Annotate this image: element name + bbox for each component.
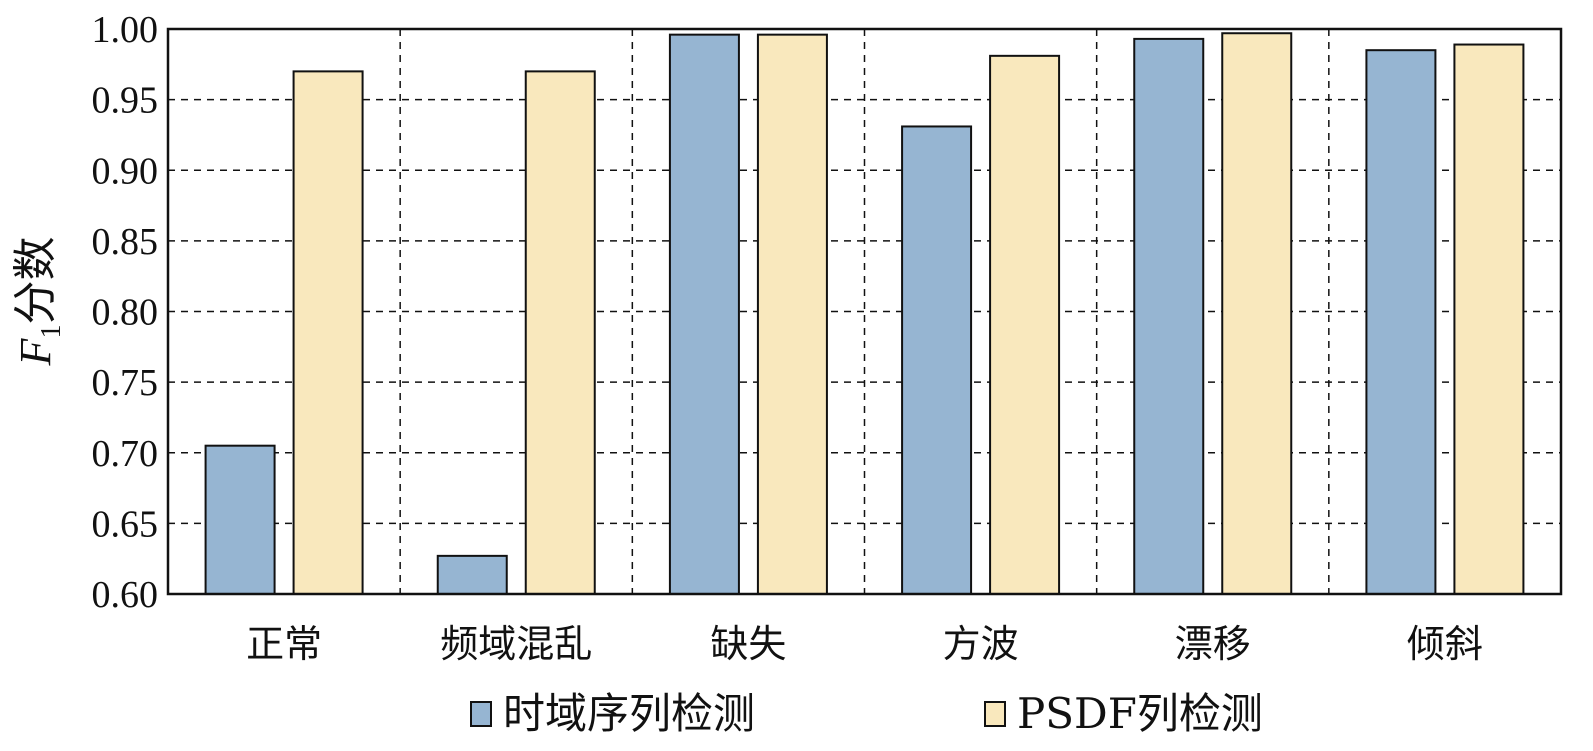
y-tick-label: 0.65 xyxy=(92,503,159,545)
bar-series-2-缺失 xyxy=(756,33,828,595)
y-tick-label: 0.95 xyxy=(92,80,159,122)
y-tick-label: 0.80 xyxy=(92,292,159,334)
bar-series-2-正常 xyxy=(292,70,364,595)
x-category-label: 正常 xyxy=(246,622,322,666)
plot-frame xyxy=(166,27,1563,596)
x-category-label: 倾斜 xyxy=(1407,622,1483,666)
bar-series-2-漂移 xyxy=(1221,32,1293,596)
y-axis-label-rest: 分数 xyxy=(10,237,61,325)
y-axis-ticks: 0.60 0.65 0.70 0.75 0.80 0.85 0.90 0.95 1.00 xyxy=(92,9,159,616)
bar-series-2-倾斜 xyxy=(1453,43,1525,596)
y-tick-label: 0.90 xyxy=(92,150,159,192)
legend-label-series-2: PSDF列检测 xyxy=(1017,689,1263,738)
x-category-label: 频域混乱 xyxy=(440,622,592,666)
legend-label-series-1: 时域序列检测 xyxy=(503,689,755,738)
y-tick-label: 1.00 xyxy=(92,9,159,51)
bar-series-2-频域混乱 xyxy=(524,70,596,595)
y-tick-label: 0.75 xyxy=(92,362,159,404)
legend-swatch-series-2 xyxy=(984,701,1006,727)
grid-lines xyxy=(168,29,1561,594)
bars xyxy=(204,32,1525,596)
x-axis-categories: 正常 频域混乱 缺失 方波 漂移 倾斜 xyxy=(246,622,1483,666)
x-category-label: 方波 xyxy=(943,622,1019,666)
bar-series-1-缺失 xyxy=(668,33,740,595)
bar-series-1-方波 xyxy=(901,125,973,596)
y-axis-label-main: F xyxy=(11,337,60,366)
bar-series-1-倾斜 xyxy=(1365,49,1437,595)
legend-swatch-series-1 xyxy=(470,701,492,727)
y-tick-label: 0.85 xyxy=(92,221,159,263)
bar-series-2-方波 xyxy=(989,54,1061,595)
bar-series-1-正常 xyxy=(204,444,276,595)
legend: 时域序列检测 PSDF列检测 xyxy=(470,689,1263,738)
y-axis-label: F1分数 xyxy=(10,237,67,367)
bar-series-1-频域混乱 xyxy=(436,554,508,595)
y-axis-label-sub: 1 xyxy=(36,325,67,339)
y-tick-label: 0.70 xyxy=(92,433,159,475)
y-tick-label: 0.60 xyxy=(92,574,159,616)
bar-series-1-漂移 xyxy=(1133,37,1205,595)
x-category-label: 缺失 xyxy=(710,622,786,666)
x-category-label: 漂移 xyxy=(1175,622,1251,666)
